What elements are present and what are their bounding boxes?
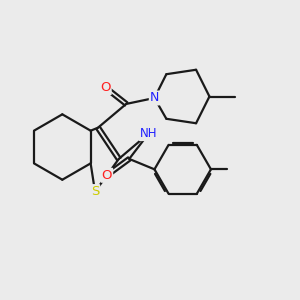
Text: O: O [102,169,112,182]
Text: S: S [91,185,99,198]
Text: N: N [150,92,159,104]
Text: O: O [100,81,111,94]
Text: NH: NH [140,127,157,140]
